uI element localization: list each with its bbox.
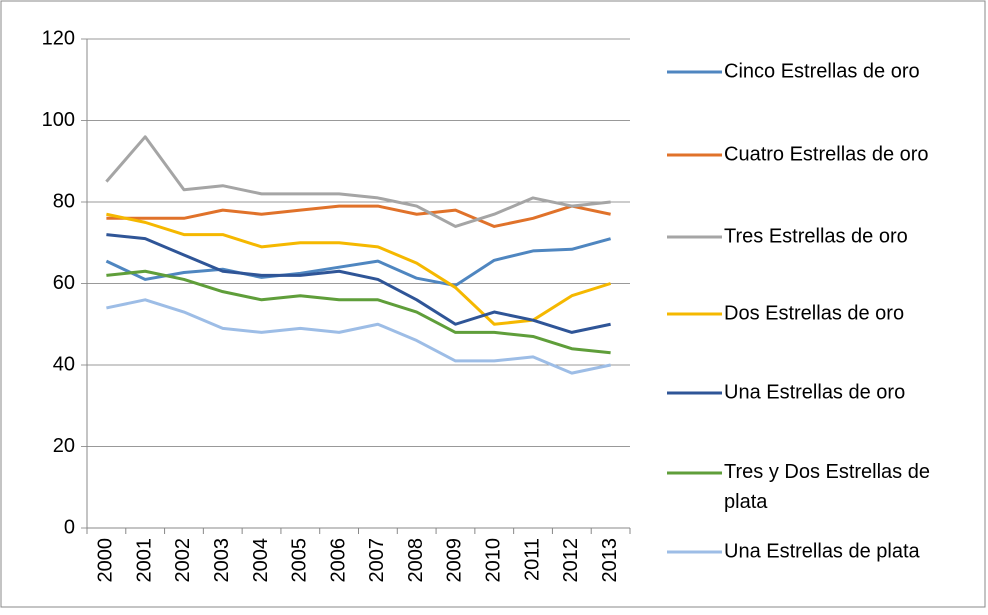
series-line	[106, 233, 611, 334]
legend-label-line: Tres y Dos Estrellas de	[724, 461, 930, 483]
legend-label: Dos Estrellas de oro	[724, 302, 904, 324]
series-line	[106, 204, 611, 228]
x-tick-label: 2006	[327, 538, 349, 583]
x-tick-label: 2007	[366, 538, 388, 583]
y-tick-label: 80	[53, 190, 75, 212]
y-tick-label: 100	[42, 109, 75, 131]
x-tick-label: 2013	[599, 538, 621, 583]
x-tick-label: 2008	[405, 538, 427, 583]
x-tick-label: 2003	[211, 538, 233, 583]
y-tick-label: 60	[53, 272, 75, 294]
legend-label: Tres Estrellas de oro	[724, 225, 908, 247]
x-tick-label: 2004	[250, 538, 272, 583]
x-tick-label: 2005	[289, 538, 311, 583]
legend-label: Una Estrellas de oro	[724, 381, 905, 403]
legend-label: Cuatro Estrellas de oro	[724, 143, 929, 165]
series-line	[106, 269, 611, 355]
y-tick-label: 120	[42, 27, 75, 49]
x-tick-label: 2011	[521, 538, 543, 581]
series-line	[106, 298, 611, 375]
legend-label-line: plata	[724, 491, 768, 513]
legend-label: Cinco Estrellas de oro	[724, 60, 920, 82]
x-tick-label: 2012	[560, 538, 582, 583]
y-tick-label: 0	[64, 516, 75, 538]
y-tick-label: 20	[53, 435, 75, 457]
series-line	[105, 135, 611, 228]
series-line	[106, 212, 612, 326]
x-tick-label: 2000	[95, 538, 117, 583]
x-tick-label: 2010	[483, 538, 505, 583]
x-tick-label: 2009	[444, 538, 466, 583]
x-tick-label: 2002	[172, 538, 194, 583]
x-tick-label: 2001	[133, 538, 155, 583]
y-tick-label: 40	[53, 353, 75, 375]
legend-label: Tres y Dos Estrellas de plata	[724, 461, 930, 513]
legend-label: Una Estrellas de plata	[724, 540, 921, 562]
series-line	[105, 237, 612, 288]
